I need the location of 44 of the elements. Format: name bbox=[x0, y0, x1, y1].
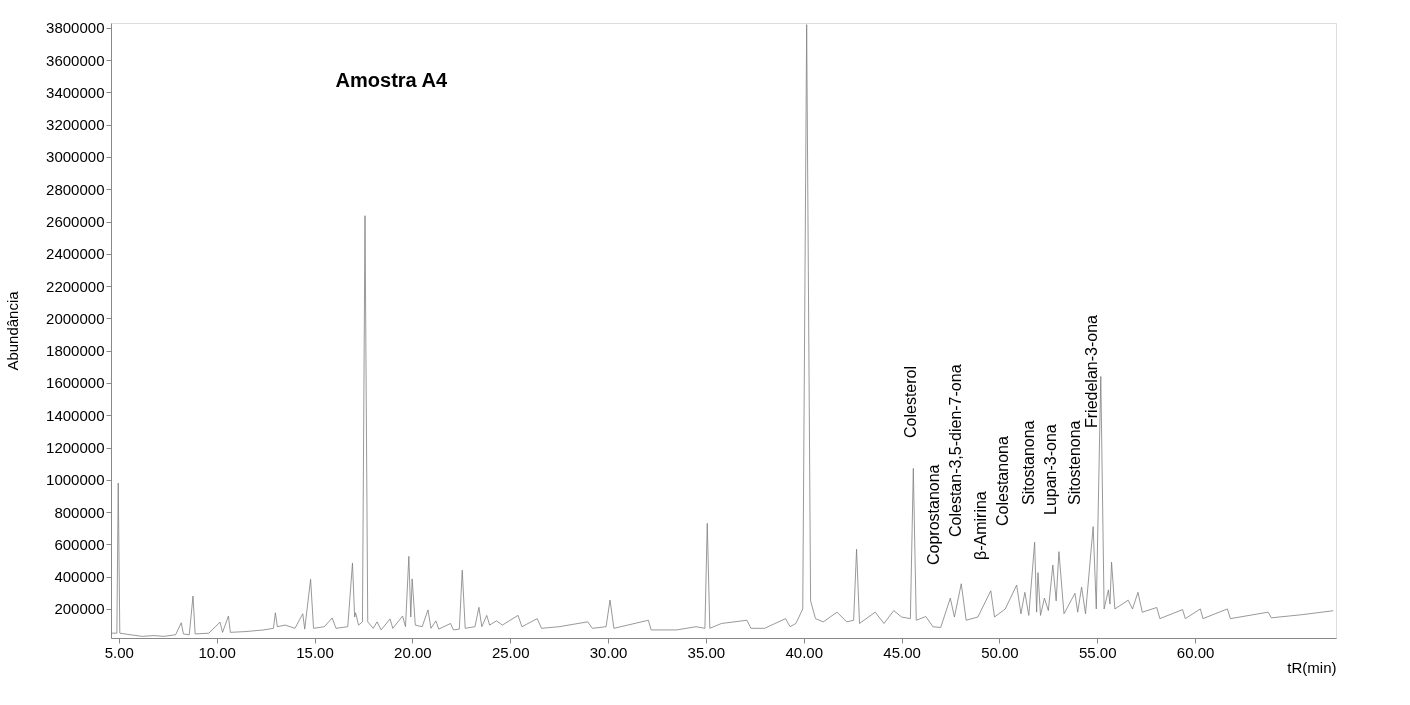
y-tick-label: 3800000 bbox=[46, 19, 105, 37]
x-tick-label: 50.00 bbox=[981, 643, 1019, 661]
y-tick-label: 3600000 bbox=[46, 51, 105, 69]
y-tick-label: 1400000 bbox=[46, 406, 105, 424]
annotation: Sitostenona bbox=[1066, 420, 1083, 505]
x-tick-label: 25.00 bbox=[491, 643, 530, 661]
annotation: Colesterol bbox=[902, 365, 919, 438]
y-tick-label: 2800000 bbox=[46, 180, 105, 198]
y-tick-label: 2000000 bbox=[46, 309, 105, 327]
x-tick-label: 10.00 bbox=[198, 643, 236, 661]
x-tick-label: 45.00 bbox=[883, 643, 921, 661]
annotation: Friedelan-3-ona bbox=[1083, 314, 1100, 428]
y-tick-label: 3000000 bbox=[46, 148, 105, 166]
x-tick-label: 30.00 bbox=[589, 643, 628, 661]
y-tick-label: 2600000 bbox=[46, 213, 105, 231]
y-tick-label: 2400000 bbox=[46, 245, 105, 263]
text: Amostra A4 bbox=[335, 68, 448, 91]
y-tick-label: 2200000 bbox=[46, 277, 105, 295]
annotation: Lupan-3-ona bbox=[1042, 424, 1059, 515]
annotation: Coprostanona bbox=[925, 464, 942, 565]
line-series bbox=[110, 24, 1334, 637]
annotation: Colestan-3,5-dien-7-ona bbox=[947, 364, 964, 537]
x-tick-label: 60.00 bbox=[1176, 643, 1215, 661]
x-tick-label: 35.00 bbox=[687, 643, 726, 661]
y-tick-label: 600000 bbox=[54, 535, 105, 553]
y-tick-label: 1600000 bbox=[46, 374, 105, 392]
y-axis-title: Abundância bbox=[4, 290, 22, 371]
annotation: Colestanona bbox=[994, 436, 1011, 526]
y-tick-label: 1200000 bbox=[46, 439, 105, 457]
y-tick-label: 3200000 bbox=[46, 116, 105, 134]
y-tick-label: 1000000 bbox=[46, 471, 105, 489]
x-tick-label: 40.00 bbox=[785, 643, 824, 661]
y-tick-label: 800000 bbox=[54, 503, 105, 521]
annotation: Sitostanona bbox=[1020, 420, 1037, 505]
x-tick-label: 15.00 bbox=[296, 643, 334, 661]
annotation: β-Amirina bbox=[972, 491, 989, 560]
y-tick-label: 1800000 bbox=[46, 342, 105, 360]
y-tick-label: 400000 bbox=[54, 568, 105, 586]
x-tick-label: 5.00 bbox=[104, 643, 134, 661]
x-tick-label: 55.00 bbox=[1078, 643, 1117, 661]
x-tick-label: 20.00 bbox=[394, 643, 432, 661]
x-axis-title: tR(min) bbox=[1287, 658, 1337, 676]
y-tick-label: 200000 bbox=[54, 600, 105, 618]
y-tick-label: 3400000 bbox=[46, 83, 105, 101]
